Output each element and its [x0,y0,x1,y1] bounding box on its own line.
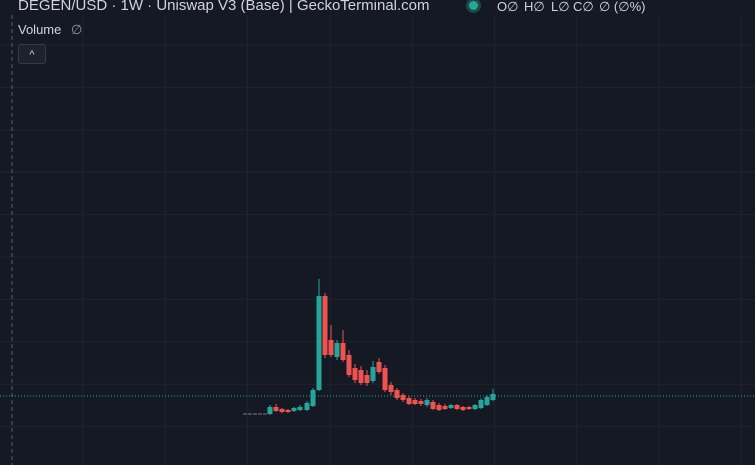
candle-body [304,403,310,410]
candle-body [436,405,442,410]
candle-body [291,408,297,411]
candle-body [460,407,466,410]
candle-body [340,343,346,360]
candle-body [322,296,328,355]
legend-change: ∅ (∅%) [599,0,646,14]
candle-body [388,385,394,392]
volume-label: Volume [18,22,62,37]
candle-body [316,296,322,390]
candle-body [412,400,418,404]
candle-body [297,407,303,410]
candle-body [454,405,460,409]
candle-body [376,362,382,372]
candle-body [478,400,484,408]
legend-high: H∅ [524,0,545,14]
candle-body [400,395,406,400]
status-dot [469,1,478,10]
candle-body [328,340,334,355]
candle-body [382,368,388,390]
candle-body [352,368,358,380]
collapse-button[interactable]: ^ [18,44,46,64]
candle-body [484,397,490,405]
legend-close: C∅ [573,0,594,14]
legend-open: O∅ [497,0,519,14]
legend-low: L∅ [551,0,570,14]
candle-body [358,370,364,383]
candle-body [430,402,436,409]
candle-body [346,355,352,375]
candle-body [466,407,472,409]
candle-body [364,375,370,383]
candle-body [442,406,448,409]
candle-body [370,367,376,381]
candle-body [285,410,291,412]
candle-body [334,343,340,357]
candle-body [279,409,285,412]
candle-body [394,390,400,398]
candle-body [418,401,424,404]
candle-body [424,400,430,405]
volume-value: ∅ [71,22,83,37]
candle-body [273,407,279,411]
candle-body [448,405,454,408]
candle-body [310,390,316,406]
chart-title: DEGEN/USD · 1W · Uniswap V3 (Base) | Gec… [18,0,430,14]
candle-body [267,407,273,414]
candle-body [406,398,412,404]
candle-body [490,394,496,400]
candle-body [472,405,478,409]
